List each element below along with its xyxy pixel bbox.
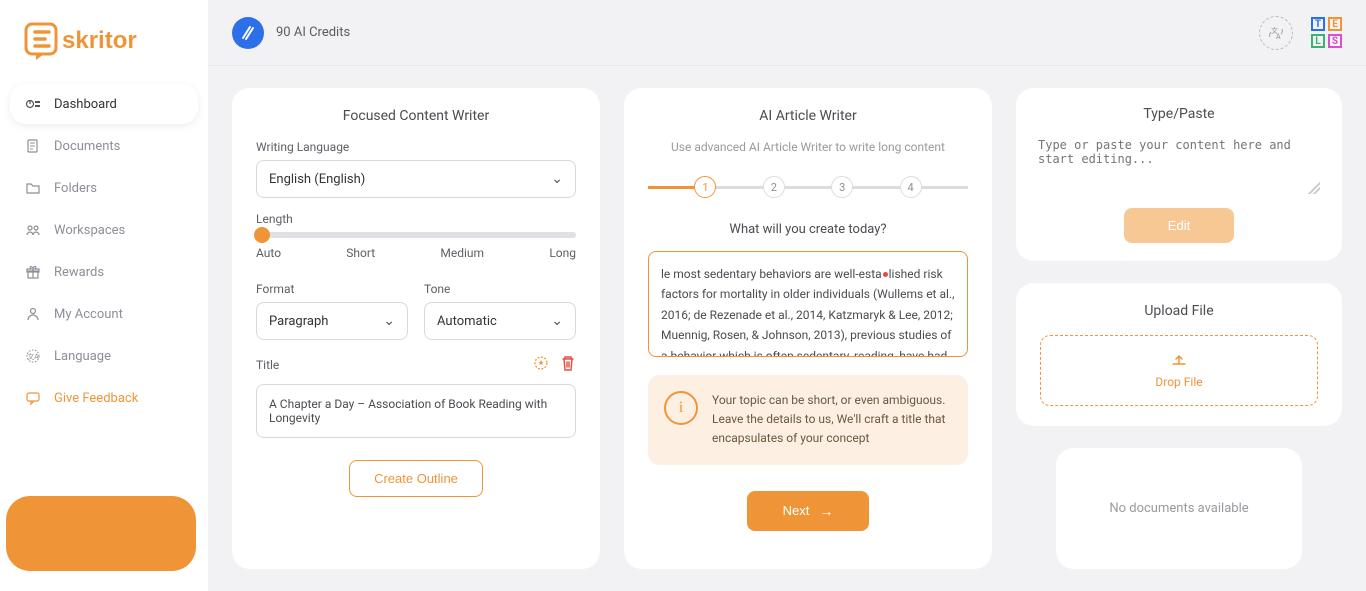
upload-card: Upload File Drop File [1016,283,1342,426]
step-1[interactable]: 1 [694,176,716,198]
length-label: Length [256,212,576,226]
sidebar-item-label: Workspaces [54,223,125,238]
language-icon: 文A [24,347,42,365]
type-paste-title: Type/Paste [1038,106,1320,122]
apps-grid[interactable]: TELS [1311,17,1342,48]
svg-text:A: A [1276,33,1281,41]
documents-icon [24,137,42,155]
sidebar-item-rewards[interactable]: Rewards [10,252,198,292]
svg-text:文A: 文A [27,352,39,361]
documents-card: No documents available [1056,448,1302,569]
article-writer-title: AI Article Writer [648,108,968,124]
arrow-right-icon: → [819,503,833,519]
credits-chip[interactable]: 90 AI Credits [232,17,350,49]
tone-select[interactable]: Automatic ⌄ [424,302,576,340]
info-icon: i [664,391,698,425]
sidebar: skritor Dashboard Documents Folders [0,0,208,591]
info-text: Your topic can be short, or even ambiguo… [712,391,952,449]
step-2[interactable]: 2 [763,176,785,198]
paste-textarea[interactable] [1038,138,1320,190]
sidebar-item-feedback[interactable]: Give Feedback [10,378,198,418]
prompt-title: What will you create today? [648,222,968,237]
article-writer-subtitle: Use advanced AI Article Writer to write … [648,140,968,154]
drop-zone[interactable]: Drop File [1040,335,1318,406]
format-value: Paragraph [269,314,328,329]
sidebar-item-label: Folders [54,181,97,196]
sidebar-item-folders[interactable]: Folders [10,168,198,208]
sidebar-item-label: Documents [54,139,120,154]
stepper: 1 2 3 4 [648,176,968,198]
type-paste-card: Type/Paste Edit [1016,88,1342,261]
credits-label: 90 AI Credits [276,25,350,40]
account-icon [24,305,42,323]
workspaces-icon [24,221,42,239]
brand-logo: skritor [0,20,208,84]
sidebar-item-label: Give Feedback [54,391,138,406]
step-3[interactable]: 3 [831,176,853,198]
sidebar-item-language[interactable]: 文A Language [10,336,198,376]
sidebar-item-label: Rewards [54,265,104,280]
sidebar-item-label: Dashboard [54,97,117,112]
tone-value: Automatic [437,314,497,329]
dashboard-icon [24,95,42,113]
sidebar-item-dashboard[interactable]: Dashboard [10,84,198,124]
chevron-down-icon: ⌄ [383,313,395,329]
topbar: 90 AI Credits 文A TELS [208,0,1366,66]
regenerate-icon[interactable] [532,354,550,376]
focused-writer-title: Focused Content Writer [256,108,576,124]
sidebar-item-account[interactable]: My Account [10,294,198,334]
language-badge[interactable]: 文A [1259,16,1293,50]
format-select[interactable]: Paragraph ⌄ [256,302,408,340]
chevron-down-icon: ⌄ [551,171,563,187]
upload-title: Upload File [1040,303,1318,319]
step-4[interactable]: 4 [900,176,922,198]
sidebar-item-workspaces[interactable]: Workspaces [10,210,198,250]
svg-text:skritor: skritor [62,27,137,54]
slider-thumb[interactable] [254,227,270,243]
sidebar-nav: Dashboard Documents Folders Workspaces [0,84,208,418]
text-cursor [883,272,888,277]
writing-language-label: Writing Language [256,140,576,154]
length-options: Auto Short Medium Long [256,246,576,260]
next-button[interactable]: Next → [747,491,870,531]
credits-icon [232,17,264,49]
create-outline-button[interactable]: Create Outline [349,460,483,497]
documents-empty-label: No documents available [1109,501,1248,516]
resize-handle[interactable] [1308,182,1320,194]
drop-label: Drop File [1155,375,1202,389]
info-callout: i Your topic can be short, or even ambig… [648,375,968,465]
edit-button[interactable]: Edit [1124,208,1234,243]
writing-language-select[interactable]: English (English) ⌄ [256,160,576,198]
sidebar-promo-blob [6,496,196,571]
format-label: Format [256,282,408,296]
title-label: Title [256,358,279,372]
topic-textarea[interactable]: le most sedentary behaviors are well-est… [648,251,968,357]
feedback-icon [24,389,42,407]
tone-label: Tone [424,282,576,296]
sidebar-item-label: Language [54,349,111,364]
length-slider[interactable] [256,232,576,238]
delete-icon[interactable] [560,354,576,376]
article-writer-card: AI Article Writer Use advanced AI Articl… [624,88,992,569]
sidebar-item-label: My Account [54,307,123,322]
focused-writer-card: Focused Content Writer Writing Language … [232,88,600,569]
rewards-icon [24,263,42,281]
sidebar-item-documents[interactable]: Documents [10,126,198,166]
writing-language-value: English (English) [269,172,365,187]
title-input[interactable]: A Chapter a Day – Association of Book Re… [256,384,576,438]
upload-icon [1057,352,1301,371]
chevron-down-icon: ⌄ [551,313,563,329]
folders-icon [24,179,42,197]
